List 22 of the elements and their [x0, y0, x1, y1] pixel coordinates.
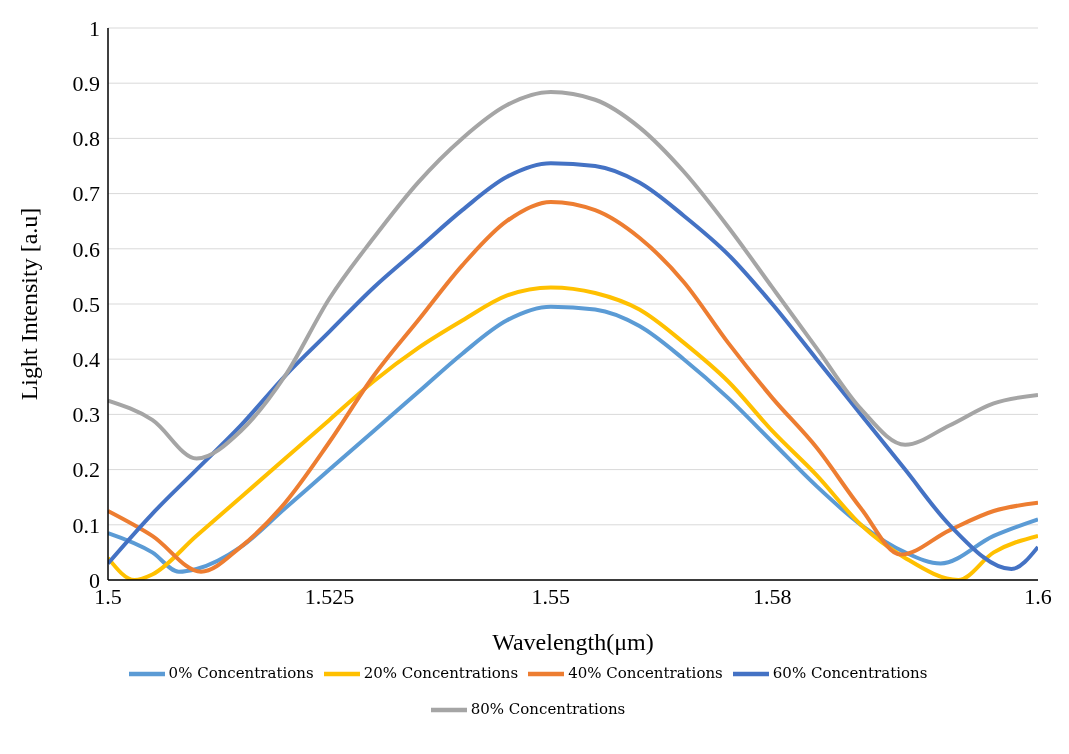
- x-tick-label: 1.58: [753, 583, 792, 609]
- y-tick-label: 0.9: [72, 71, 100, 97]
- legend-label: 80% Concentrations: [470, 700, 626, 718]
- y-tick-label: 0.8: [72, 126, 100, 152]
- x-tick-label: 1.6: [1024, 583, 1052, 609]
- legend-label: 40% Concentrations: [568, 664, 723, 682]
- y-axis-title: Light Intensity [a.u]: [15, 207, 42, 401]
- legend-label: 60% Concentrations: [772, 664, 928, 682]
- y-tick-label: 0.6: [72, 236, 100, 262]
- x-tick-label: 1.55: [531, 583, 571, 609]
- y-tick-label: 0.4: [72, 347, 100, 373]
- legend-label: 20% Concentrations: [363, 664, 519, 682]
- y-tick-label: 0.1: [72, 512, 100, 538]
- y-tick-label: 0.3: [72, 402, 100, 428]
- line-series: [108, 90, 1038, 461]
- y-tick-label: 1: [89, 15, 100, 41]
- x-axis-title: Wavelength(μm): [492, 629, 654, 655]
- legend-label: 0% Concentrations: [168, 664, 314, 682]
- y-tick-label: 0.5: [72, 291, 100, 317]
- x-tick-label: 1.525: [304, 583, 355, 609]
- y-tick-label: 0.7: [72, 181, 100, 207]
- y-tick-label: 0.2: [72, 457, 100, 483]
